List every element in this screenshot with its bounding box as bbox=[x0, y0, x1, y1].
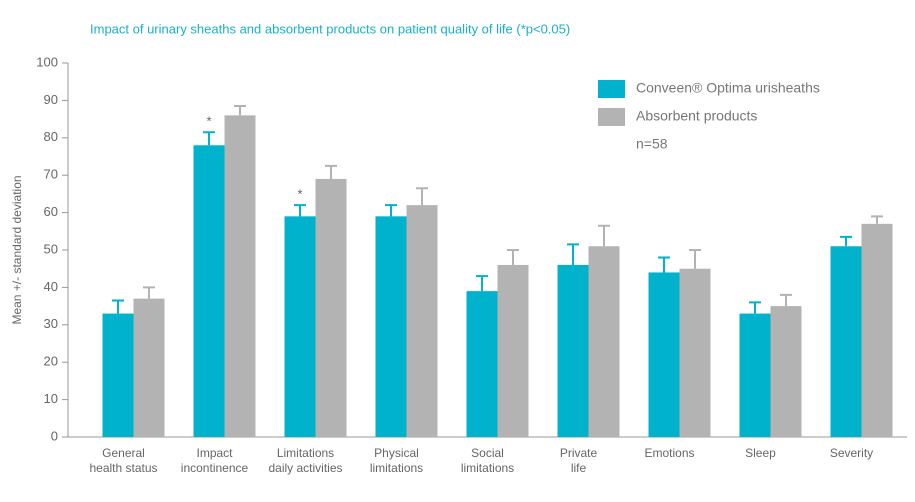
x-tick-label: Emotions bbox=[644, 446, 694, 460]
error-bar bbox=[689, 249, 701, 269]
error-bar bbox=[658, 256, 670, 273]
y-tick-label: 60 bbox=[44, 204, 58, 219]
bar bbox=[648, 272, 680, 437]
error-bar bbox=[143, 286, 155, 299]
error-bar bbox=[780, 293, 792, 307]
bar bbox=[375, 216, 407, 437]
bar bbox=[679, 268, 711, 437]
significance-marker: * bbox=[206, 114, 211, 129]
y-tick-label: 40 bbox=[44, 279, 58, 294]
y-tick-label: 0 bbox=[51, 428, 58, 443]
y-axis-label: Mean +/- standard deviation bbox=[10, 175, 24, 324]
y-tick-label: 70 bbox=[44, 167, 58, 182]
error-bar bbox=[749, 301, 761, 314]
y-tick-label: 100 bbox=[36, 54, 58, 69]
bar bbox=[830, 246, 862, 437]
bar bbox=[739, 313, 771, 437]
legend-swatch bbox=[598, 108, 625, 126]
bar bbox=[102, 313, 134, 437]
error-bar bbox=[234, 105, 246, 116]
error-bar bbox=[871, 215, 883, 224]
error-bar bbox=[325, 164, 337, 179]
bar bbox=[466, 291, 498, 437]
y-tick-label: 10 bbox=[44, 391, 58, 406]
bar bbox=[861, 223, 893, 437]
error-bar bbox=[476, 275, 488, 292]
bar bbox=[193, 145, 225, 437]
x-tick-label: Social limitations bbox=[461, 446, 514, 475]
y-tick-label: 80 bbox=[44, 129, 58, 144]
error-bar bbox=[567, 243, 579, 265]
x-tick-label: Impact incontinence bbox=[181, 446, 249, 475]
error-bar bbox=[294, 204, 306, 217]
error-bar bbox=[840, 235, 852, 247]
y-tick-label: 90 bbox=[44, 92, 58, 107]
legend-label: Conveen® Optima urisheaths bbox=[636, 80, 820, 96]
error-bar bbox=[385, 204, 397, 217]
y-tick-label: 30 bbox=[44, 316, 58, 331]
x-tick-label: Private life bbox=[560, 446, 598, 475]
bar bbox=[133, 298, 165, 437]
error-bar bbox=[598, 224, 610, 247]
legend-label: Absorbent products bbox=[636, 108, 757, 124]
error-bar bbox=[416, 187, 428, 206]
bar bbox=[315, 178, 347, 437]
bar bbox=[497, 264, 529, 437]
bar bbox=[557, 264, 589, 437]
x-tick-label: Severity bbox=[830, 446, 873, 460]
significance-marker: * bbox=[297, 187, 302, 202]
error-bar bbox=[203, 131, 215, 146]
bar bbox=[284, 216, 316, 437]
x-tick-label: Limitations daily activities bbox=[268, 446, 342, 475]
bar bbox=[588, 246, 620, 437]
note: n=58 bbox=[636, 136, 668, 152]
bar bbox=[770, 306, 802, 437]
x-tick-label: Physical limitations bbox=[370, 446, 423, 475]
error-bar bbox=[112, 299, 124, 314]
x-tick-label: Sleep bbox=[745, 446, 776, 460]
chart-title: Impact of urinary sheaths and absorbent … bbox=[90, 21, 570, 36]
x-tick-label: General health status bbox=[89, 446, 157, 475]
bar bbox=[406, 205, 438, 437]
y-tick-label: 20 bbox=[44, 354, 58, 369]
bar bbox=[224, 115, 256, 438]
error-bar bbox=[507, 249, 519, 265]
legend-swatch bbox=[598, 80, 625, 98]
y-tick-label: 50 bbox=[44, 241, 58, 256]
